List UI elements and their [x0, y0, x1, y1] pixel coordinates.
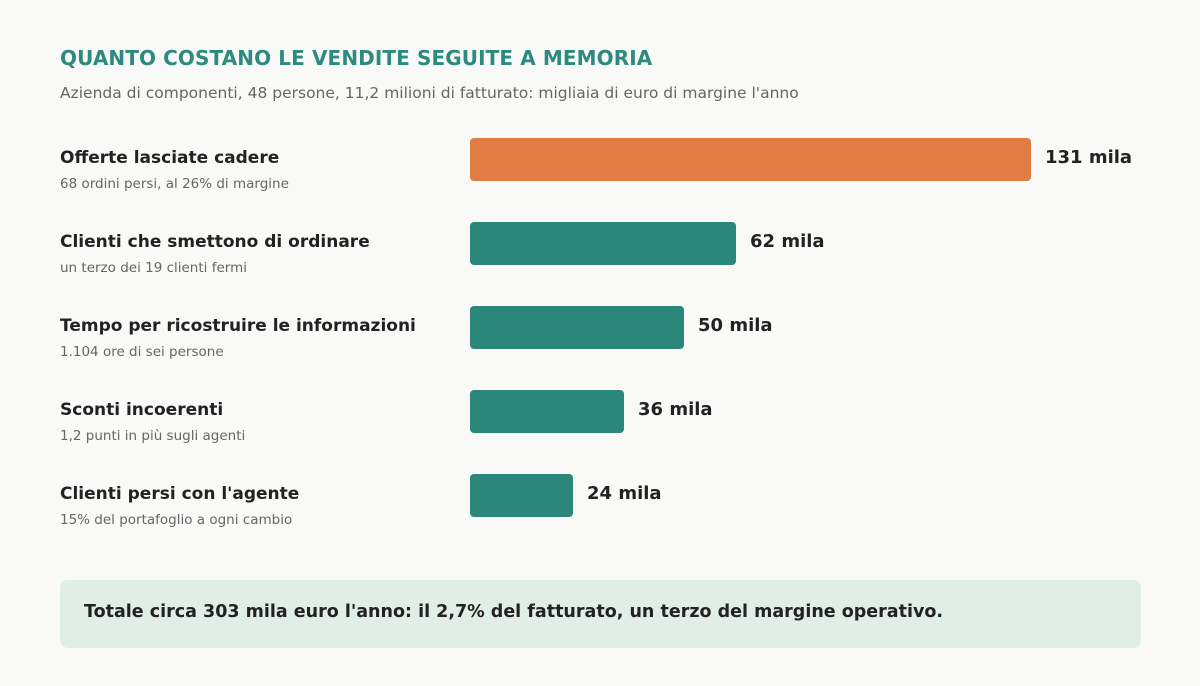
bar-value-label: 36 mila [638, 399, 713, 420]
bar-value-label: 131 mila [1045, 147, 1133, 168]
summary-box: Totale circa 303 mila euro l'anno: il 2,… [60, 580, 1141, 648]
bar-value-label: 50 mila [698, 315, 773, 336]
category-label: Clienti persi con l'agente [60, 484, 300, 504]
summary-text: Totale circa 303 mila euro l'anno: il 2,… [84, 602, 944, 622]
bar-chart: Offerte lasciate cadere 68 ordini persi, … [0, 138, 1200, 528]
bar-row: Sconti incoerenti 1,2 punti in più sugli … [0, 390, 1200, 484]
bar [470, 390, 624, 433]
bar [470, 474, 573, 517]
bar-row: Clienti persi con l'agente 15% del portaf… [0, 474, 1200, 568]
bar-row: Tempo per ricostruire le informazioni 1.1… [0, 306, 1200, 400]
bar-row: Offerte lasciate cadere 68 ordini persi, … [0, 138, 1200, 232]
category-detail: 68 ordini persi, al 26% di margine [60, 176, 289, 192]
chart-subtitle: Azienda di componenti, 48 persone, 11,2 … [60, 84, 799, 102]
chart-title: QUANTO COSTANO LE VENDITE SEGUITE A MEMO… [60, 46, 653, 70]
category-detail: un terzo dei 19 clienti fermi [60, 260, 247, 276]
category-detail: 15% del portafoglio a ogni cambio [60, 512, 293, 528]
category-label: Offerte lasciate cadere [60, 148, 280, 168]
bar [470, 138, 1031, 181]
category-label: Clienti che smettono di ordinare [60, 232, 370, 252]
bar [470, 306, 684, 349]
bar-value-label: 24 mila [587, 483, 662, 504]
category-detail: 1.104 ore di sei persone [60, 344, 224, 360]
category-label: Sconti incoerenti [60, 400, 224, 420]
bar-row: Clienti che smettono di ordinare un terzo… [0, 222, 1200, 316]
category-detail: 1,2 punti in più sugli agenti [60, 428, 246, 444]
bar [470, 222, 736, 265]
bar-value-label: 62 mila [750, 231, 825, 252]
category-label: Tempo per ricostruire le informazioni [60, 316, 416, 336]
